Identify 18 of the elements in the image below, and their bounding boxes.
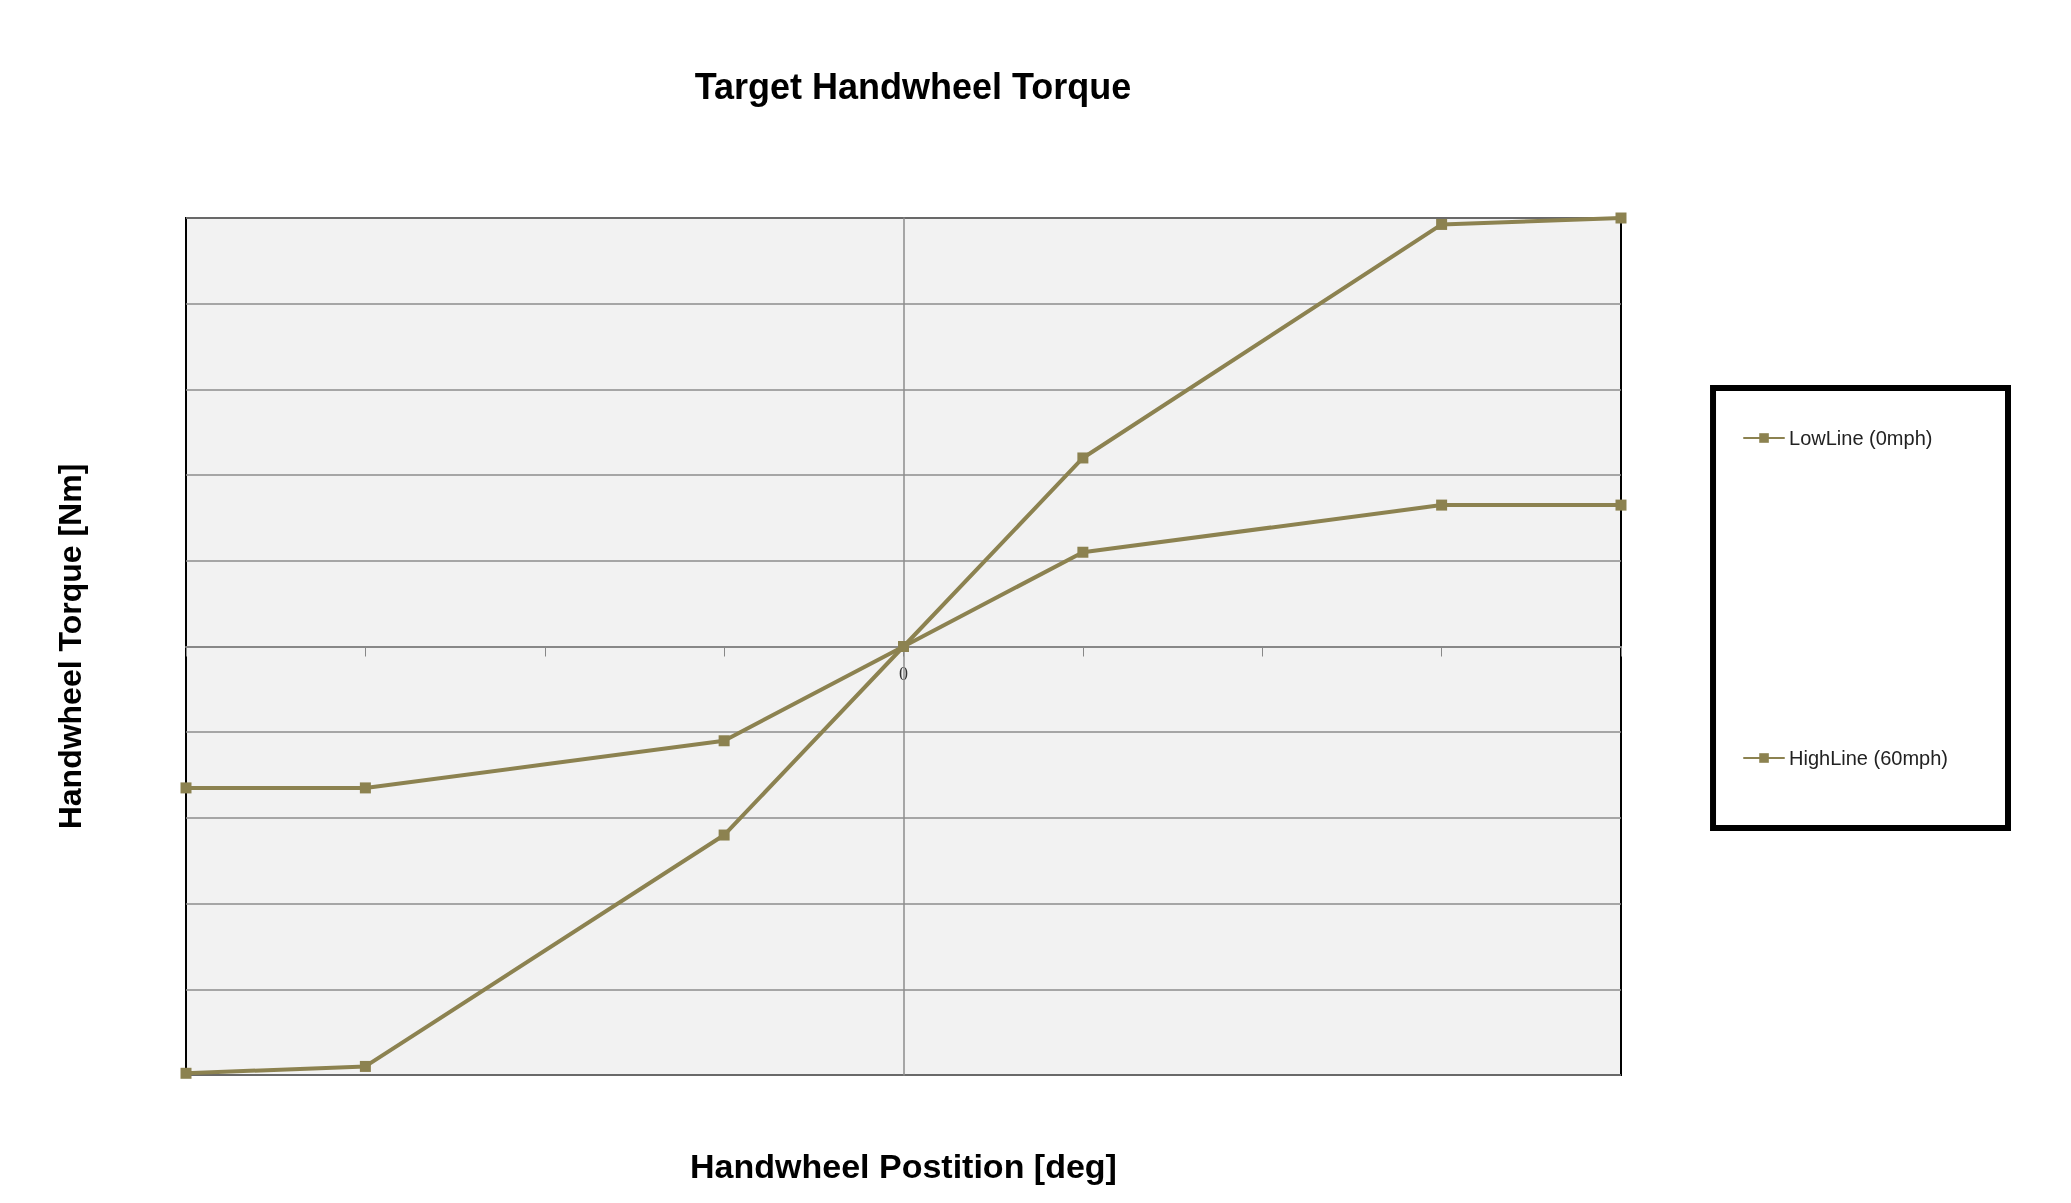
point (1436, 499, 1448, 511)
y-axis-title: Handwheel Torque [Nm] (52, 463, 88, 830)
legend-label: HighLine (60mph) (1789, 747, 1949, 769)
point (180, 782, 192, 794)
x-axis-title: Handwheel Postition [deg] (690, 1147, 1117, 1185)
point (359, 782, 371, 794)
point (1077, 546, 1089, 558)
chart-title: Target Handwheel Torque (694, 65, 1132, 107)
point (1077, 452, 1089, 464)
point (180, 1067, 192, 1079)
legend-label: LowLine (0mph) (1789, 427, 1933, 449)
point (718, 829, 730, 841)
point (1615, 499, 1627, 511)
point (1436, 218, 1448, 230)
annotation: 0 (899, 663, 908, 684)
point (1615, 212, 1627, 224)
point (359, 1060, 371, 1072)
point (718, 735, 730, 747)
